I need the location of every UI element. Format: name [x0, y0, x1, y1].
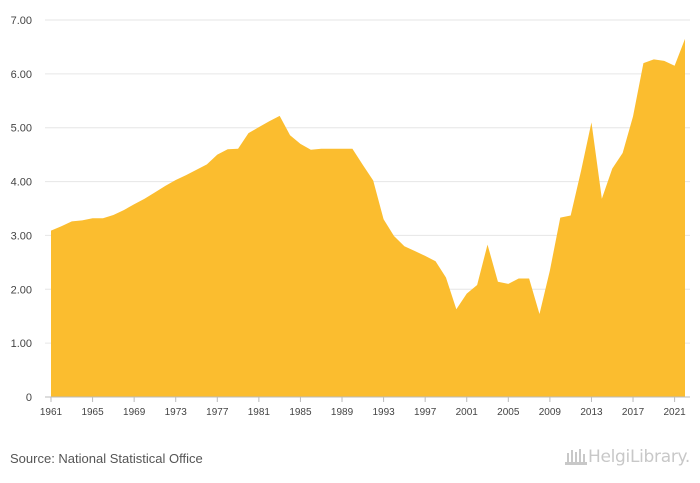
y-tick-label: 7.00: [11, 15, 32, 27]
series-area: [51, 38, 685, 397]
y-tick-label: 6.00: [11, 69, 32, 81]
library-icon: [564, 449, 587, 465]
x-tick-label: 2005: [497, 407, 520, 418]
chart-footer: Source: National Statistical Office Helg…: [0, 445, 700, 475]
x-tick-label: 2009: [539, 407, 562, 418]
area-chart: 01.002.003.004.005.006.007.00 1961 1965 19…: [11, 15, 690, 418]
x-tick-label: 1961: [40, 407, 63, 418]
x-tick-label: 1985: [289, 407, 312, 418]
x-tick-label: 1969: [123, 407, 146, 418]
x-tick-label: 1977: [206, 407, 229, 418]
x-tick-label: 1993: [372, 407, 395, 418]
x-tick-label: 1997: [414, 407, 437, 418]
brand-logo: HelgiLibrary.: [564, 447, 690, 467]
y-axis-ticks: 0 1.00 2.00 3.00 4.00 5.00 6.00 7.00: [11, 15, 32, 404]
x-tick-label: 1981: [248, 407, 271, 418]
y-tick-label: 2.00: [11, 284, 32, 296]
y-tick-label: 0: [26, 392, 32, 404]
x-tick-label: 2013: [580, 407, 603, 418]
x-tick-label: 2001: [456, 407, 479, 418]
y-tick-label: 4.00: [11, 177, 32, 189]
x-axis-ticks: 1961 1965 1969 1973 1977 1981 1985 1989 1993 1997…: [40, 397, 686, 418]
y-tick-label: 3.00: [11, 230, 32, 242]
source-note: Source: National Statistical Office: [10, 451, 203, 466]
x-tick-label: 2017: [622, 407, 645, 418]
x-tick-label: 1973: [165, 407, 188, 418]
brand-name: HelgiLibrary.: [587, 447, 690, 467]
x-tick-label: 1989: [331, 407, 354, 418]
y-tick-label: 1.00: [11, 338, 32, 350]
x-tick-label: 2021: [663, 407, 686, 418]
x-tick-label: 1965: [81, 407, 104, 418]
y-tick-label: 5.00: [11, 123, 32, 135]
